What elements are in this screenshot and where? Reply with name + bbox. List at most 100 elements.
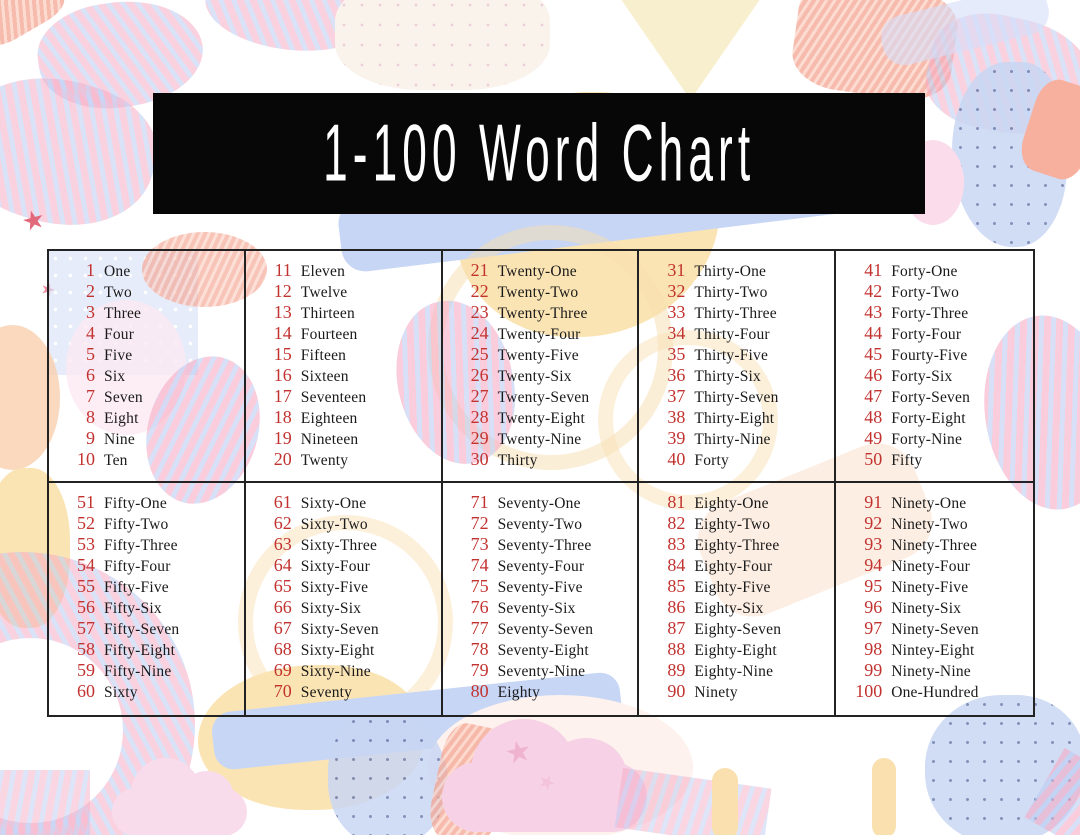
- entry-number: 52: [77, 513, 95, 533]
- table-cell: 21 Twenty-One 22 Twenty-Two 23 Twenty-Th…: [442, 251, 640, 483]
- entry-number: 64: [273, 555, 292, 575]
- entry-number: 37: [667, 386, 686, 406]
- entry-number: 13: [273, 302, 292, 322]
- entry-number: 38: [667, 407, 686, 427]
- entry-number: 31: [667, 260, 686, 280]
- decor-salmon-patch: [1014, 74, 1080, 185]
- entry-number: 23: [470, 302, 489, 322]
- entry-word: Nineteen: [300, 431, 359, 448]
- entry-number: 1: [86, 260, 95, 280]
- number-word-entry: 6 Six: [58, 365, 240, 386]
- decor-crosshatch-patch: [788, 0, 962, 106]
- entry-number: 63: [273, 534, 292, 554]
- table-cell: 81 Eighty-One 82 Eighty-Two 83 Eighty-Th…: [639, 483, 837, 715]
- entry-word: Fifty-Three: [104, 537, 178, 554]
- number-word-entry: 79 Seventy-Nine: [452, 660, 634, 681]
- number-word-entry: 8 Eight: [58, 407, 240, 428]
- entry-word: Fifty-Two: [104, 516, 169, 533]
- number-word-entry: 62 Sixty-Two: [255, 513, 437, 534]
- entry-word: One-Hundred: [891, 684, 979, 701]
- number-word-entry: 2 Two: [58, 281, 240, 302]
- decor-lavender-stroke: [876, 0, 1054, 70]
- number-word-entry: 88 Eighty-Eight: [648, 639, 830, 660]
- number-word-entry: 59 Fifty-Nine: [58, 660, 240, 681]
- number-word-entry: 55 Fifty-Five: [58, 576, 240, 597]
- entry-word: Eighty: [497, 684, 541, 701]
- number-word-entry: 90 Ninety: [648, 681, 830, 702]
- entry-number: 67: [273, 618, 292, 638]
- entry-number: 59: [77, 660, 95, 680]
- number-word-entry: 34 Thirty-Four: [648, 323, 830, 344]
- number-word-entry: 5 Five: [58, 344, 240, 365]
- decor-pink-cloud: [112, 758, 247, 835]
- number-word-entry: 25 Twenty-Five: [452, 344, 634, 365]
- entry-word: Sixty-Nine: [300, 663, 371, 680]
- entry-word: Twenty-Nine: [497, 431, 582, 448]
- entry-number: 19: [273, 428, 292, 448]
- entry-number: 72: [470, 513, 489, 533]
- entry-word: Twenty-Two: [497, 284, 579, 301]
- entry-number: 87: [667, 618, 686, 638]
- entry-number: 17: [273, 386, 292, 406]
- entry-word: Twelve: [300, 284, 348, 301]
- entry-number: 33: [667, 302, 686, 322]
- entry-word: Eighteen: [300, 410, 358, 427]
- entry-word: Thirty-Six: [694, 368, 761, 385]
- number-word-table: 1 One 2 Two 3 Three 4 Four 5 Five 6 Six …: [47, 249, 1035, 717]
- number-word-entry: 4 Four: [58, 323, 240, 344]
- number-word-entry: 19 Nineteen: [255, 428, 437, 449]
- entry-number: 51: [77, 492, 95, 512]
- entry-word: Seventy-Seven: [497, 621, 594, 638]
- number-word-entry: 11 Eleven: [255, 260, 437, 281]
- entry-number: 90: [667, 681, 686, 701]
- entry-word: Six: [104, 368, 126, 385]
- number-word-entry: 82 Eighty-Two: [648, 513, 830, 534]
- entry-word: Ten: [104, 452, 128, 469]
- number-word-entry: 32 Thirty-Two: [648, 281, 830, 302]
- entry-word: Fifty-Eight: [104, 642, 176, 659]
- entry-number: 30: [470, 449, 489, 469]
- entry-number: 15: [273, 344, 292, 364]
- number-word-entry: 10 Ten: [58, 449, 240, 470]
- entry-number: 88: [667, 639, 686, 659]
- entry-word: Seventy-Six: [497, 600, 576, 617]
- number-word-entry: 54 Fifty-Four: [58, 555, 240, 576]
- number-word-entry: 37 Thirty-Seven: [648, 386, 830, 407]
- entry-number: 49: [864, 428, 883, 448]
- number-word-entry: 67 Sixty-Seven: [255, 618, 437, 639]
- entry-number: 36: [667, 365, 686, 385]
- entry-number: 48: [864, 407, 883, 427]
- entry-word: Five: [104, 347, 133, 364]
- entry-word: Sixty-Seven: [300, 621, 379, 638]
- entry-word: Thirty-One: [694, 263, 767, 280]
- entry-word: Forty: [694, 452, 729, 469]
- entry-number: 4: [86, 323, 95, 343]
- decor-striped-squiggle: [201, 0, 384, 59]
- entry-number: 60: [77, 681, 95, 701]
- number-word-entry: 71 Seventy-One: [452, 492, 634, 513]
- entry-number: 46: [864, 365, 883, 385]
- number-word-entry: 26 Twenty-Six: [452, 365, 634, 386]
- number-word-entry: 3 Three: [58, 302, 240, 323]
- entry-number: 75: [470, 576, 489, 596]
- entry-number: 39: [667, 428, 686, 448]
- entry-word: Thirty-Seven: [694, 389, 779, 406]
- number-word-entry: 46 Forty-Six: [845, 365, 1029, 386]
- entry-word: Twenty-Three: [497, 305, 588, 322]
- number-word-entry: 18 Eighteen: [255, 407, 437, 428]
- decor-striped-squiggle: [0, 50, 173, 251]
- number-word-entry: 21 Twenty-One: [452, 260, 634, 281]
- entry-number: 91: [864, 492, 883, 512]
- entry-number: 57: [77, 618, 95, 638]
- entry-word: Twenty-Five: [497, 347, 579, 364]
- entry-word: Seventy-Nine: [497, 663, 586, 680]
- entry-word: Fifteen: [300, 347, 347, 364]
- entry-number: 55: [77, 576, 95, 596]
- entry-word: Twenty-Eight: [497, 410, 586, 427]
- entry-number: 73: [470, 534, 489, 554]
- entry-word: Sixty-One: [300, 495, 367, 512]
- number-word-entry: 77 Seventy-Seven: [452, 618, 634, 639]
- entry-word: Ninety-Two: [891, 516, 968, 533]
- decor-pink-cloud: [442, 718, 647, 832]
